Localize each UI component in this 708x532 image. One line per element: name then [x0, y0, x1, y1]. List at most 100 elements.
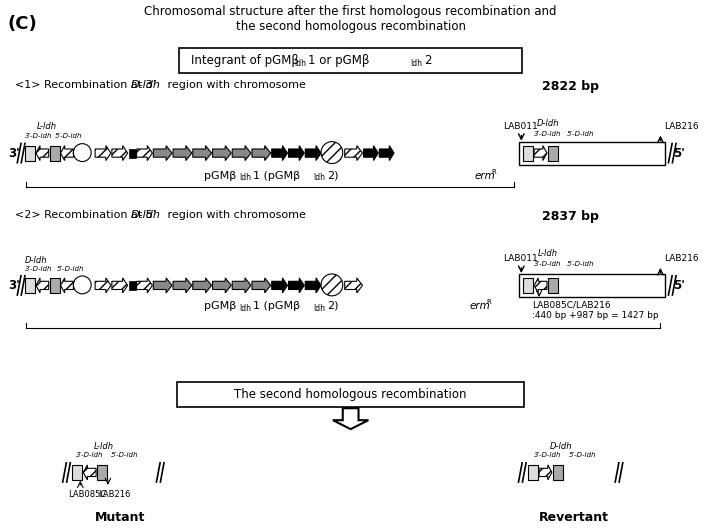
Text: <2> Recombination at 5’: <2> Recombination at 5’ [15, 210, 160, 220]
Polygon shape [345, 146, 362, 161]
Polygon shape [305, 146, 321, 161]
Polygon shape [84, 465, 96, 480]
Text: 1 (pGMβ: 1 (pGMβ [253, 170, 300, 180]
Text: L-ldh: L-ldh [538, 248, 558, 257]
Text: pGMβ: pGMβ [204, 301, 236, 311]
Polygon shape [61, 146, 74, 161]
Bar [553, 465, 563, 480]
Text: D-ldh: D-ldh [25, 255, 47, 264]
Polygon shape [272, 146, 287, 161]
Polygon shape [288, 146, 304, 161]
Text: D-ldh: D-ldh [537, 119, 559, 128]
Polygon shape [36, 278, 49, 293]
Text: 5′-D-ldh: 5′-D-ldh [566, 131, 594, 137]
Polygon shape [232, 278, 251, 293]
Text: <1> Recombination at 3’: <1> Recombination at 3’ [15, 80, 160, 90]
Text: The second homologous recombination: The second homologous recombination [234, 388, 467, 401]
Polygon shape [252, 278, 270, 293]
Bar [72, 465, 82, 480]
Text: 3': 3' [8, 279, 20, 293]
Polygon shape [212, 278, 232, 293]
Text: erm: erm [475, 170, 496, 180]
Polygon shape [112, 278, 127, 293]
Polygon shape [173, 146, 192, 161]
Text: 3′-D-ldh: 3′-D-ldh [534, 131, 561, 137]
Polygon shape [288, 278, 304, 293]
Polygon shape [95, 278, 111, 293]
Text: 2: 2 [423, 54, 431, 67]
Text: LAB216: LAB216 [664, 122, 699, 131]
Text: :440 bp +987 bp = 1427 bp: :440 bp +987 bp = 1427 bp [532, 311, 658, 320]
Bar [179, 48, 523, 73]
Text: 5′-D-ldh: 5′-D-ldh [569, 452, 596, 458]
Text: 1 (pGMβ: 1 (pGMβ [253, 301, 300, 311]
Polygon shape [137, 278, 152, 293]
Text: 2): 2) [327, 301, 338, 311]
Bar [129, 281, 135, 290]
Polygon shape [534, 278, 547, 293]
Text: erm: erm [470, 301, 491, 311]
Text: 5': 5' [673, 147, 685, 160]
Text: ldh: ldh [239, 173, 251, 182]
Bar [520, 142, 666, 164]
Text: 5′-D-ldh: 5′-D-ldh [55, 132, 82, 139]
Text: pGMβ: pGMβ [204, 170, 236, 180]
Text: D-ldh: D-ldh [131, 210, 161, 220]
Polygon shape [232, 146, 251, 161]
Bar [548, 278, 558, 293]
Circle shape [74, 276, 91, 294]
Text: 5': 5' [673, 279, 685, 293]
Polygon shape [252, 146, 270, 161]
Text: 5′-D-ldh: 5′-D-ldh [57, 266, 84, 272]
Bar [50, 146, 59, 161]
Polygon shape [193, 146, 212, 161]
Text: 3′-D-ldh: 3′-D-ldh [534, 452, 561, 458]
Polygon shape [212, 146, 232, 161]
Polygon shape [272, 278, 287, 293]
Polygon shape [36, 146, 49, 161]
Bar [129, 148, 135, 157]
Text: (C): (C) [7, 15, 37, 34]
Bar [177, 383, 525, 408]
Text: 3′-D-ldh: 3′-D-ldh [534, 261, 561, 267]
Polygon shape [61, 278, 74, 293]
Text: L-ldh: L-ldh [37, 122, 57, 131]
Text: ldh: ldh [313, 304, 325, 313]
Polygon shape [95, 146, 111, 161]
Text: Chromosomal structure after the first homologous recombination and
the second ho: Chromosomal structure after the first ho… [144, 5, 557, 34]
Polygon shape [112, 146, 127, 161]
Text: LAB011: LAB011 [503, 254, 537, 263]
Text: 2837 bp: 2837 bp [542, 210, 599, 223]
Polygon shape [333, 408, 368, 429]
Text: ldh: ldh [410, 59, 422, 68]
Polygon shape [539, 465, 552, 480]
Text: 3′-D-ldh: 3′-D-ldh [76, 452, 104, 458]
Text: ldh: ldh [313, 173, 325, 182]
Text: LAB216: LAB216 [98, 490, 130, 499]
Bar [523, 146, 533, 161]
Polygon shape [193, 278, 212, 293]
Bar [528, 465, 538, 480]
Text: LAB011: LAB011 [503, 122, 537, 131]
Polygon shape [363, 146, 378, 161]
Text: ldh: ldh [295, 59, 307, 68]
Polygon shape [345, 278, 362, 293]
Text: LAB085C/LAB216: LAB085C/LAB216 [532, 301, 611, 310]
Text: D-ldh: D-ldh [549, 442, 572, 451]
Text: Revertant: Revertant [539, 511, 609, 523]
Polygon shape [137, 146, 152, 161]
Polygon shape [379, 146, 394, 161]
Text: region with chromosome: region with chromosome [164, 80, 306, 90]
Text: 3': 3' [8, 147, 20, 160]
Text: L-ldh: L-ldh [94, 442, 114, 451]
Text: 5′-D-ldh: 5′-D-ldh [111, 452, 138, 458]
Polygon shape [534, 146, 547, 161]
Text: D-ldh: D-ldh [131, 80, 161, 90]
Text: 2): 2) [327, 170, 338, 180]
Text: Mutant: Mutant [95, 511, 145, 523]
Text: region with chromosome: region with chromosome [164, 210, 306, 220]
Bar [548, 146, 558, 161]
Bar [523, 278, 533, 293]
Bar [50, 278, 59, 293]
Text: Integrant of pGMβ: Integrant of pGMβ [191, 54, 299, 67]
